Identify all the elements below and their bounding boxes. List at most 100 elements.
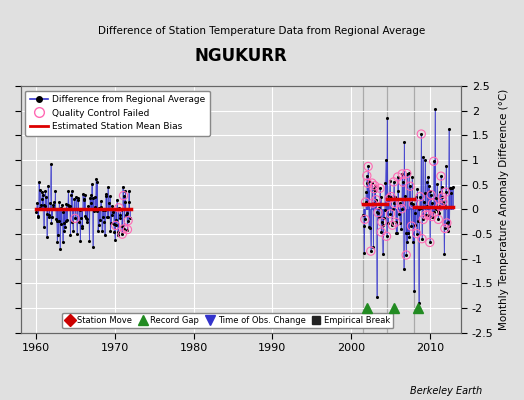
Point — [430, 209, 439, 215]
Point — [409, 201, 418, 207]
Point — [89, 194, 97, 201]
Point — [47, 161, 55, 168]
Point — [417, 131, 425, 137]
Point — [124, 218, 132, 224]
Point — [75, 219, 83, 226]
Point — [377, 229, 386, 235]
Point — [386, 211, 395, 217]
Point — [121, 198, 129, 205]
Point — [417, 205, 425, 211]
Point — [396, 220, 404, 226]
Point — [414, 300, 423, 306]
Point — [416, 194, 424, 200]
Point — [394, 174, 402, 180]
Point — [359, 212, 367, 218]
Point — [423, 203, 431, 209]
Point — [91, 204, 100, 210]
Point — [446, 185, 454, 192]
Point — [79, 191, 87, 198]
Point — [86, 200, 95, 206]
Point — [383, 233, 391, 240]
Point — [397, 206, 406, 212]
Point — [118, 184, 127, 190]
Point — [372, 196, 380, 203]
Point — [366, 224, 374, 231]
Point — [381, 180, 389, 186]
Point — [424, 212, 433, 218]
Point — [418, 236, 426, 242]
Point — [406, 183, 414, 190]
Point — [91, 194, 99, 200]
Point — [74, 194, 82, 201]
Point — [99, 206, 107, 213]
Point — [123, 226, 132, 233]
Point — [393, 230, 401, 236]
Point — [420, 190, 429, 196]
Point — [103, 214, 111, 221]
Point — [99, 214, 107, 220]
Point — [419, 216, 428, 223]
Point — [405, 170, 413, 177]
Point — [446, 190, 455, 196]
Point — [110, 229, 118, 235]
Point — [430, 209, 439, 215]
Point — [402, 170, 411, 177]
Point — [367, 248, 375, 254]
Point — [89, 244, 97, 250]
Point — [52, 218, 61, 224]
Point — [120, 226, 128, 232]
Point — [94, 228, 102, 234]
Point — [70, 196, 79, 202]
Point — [365, 178, 374, 184]
Point — [389, 179, 398, 185]
Point — [123, 226, 132, 233]
Point — [51, 188, 60, 194]
Point — [419, 216, 428, 223]
Point — [440, 202, 448, 208]
Point — [83, 216, 92, 222]
Point — [39, 192, 47, 198]
Point — [373, 294, 381, 300]
Point — [386, 178, 394, 184]
Point — [405, 234, 413, 240]
Point — [444, 228, 452, 234]
Point — [368, 180, 376, 186]
Point — [37, 202, 45, 209]
Point — [52, 216, 60, 222]
Point — [445, 222, 454, 229]
Point — [378, 250, 387, 257]
Point — [125, 188, 133, 194]
Point — [68, 188, 76, 194]
Point — [442, 163, 451, 169]
Point — [88, 181, 96, 187]
Point — [105, 193, 114, 200]
Point — [433, 181, 441, 188]
Point — [409, 239, 417, 246]
Point — [71, 194, 80, 200]
Point — [61, 224, 69, 230]
Point — [399, 179, 407, 185]
Point — [81, 213, 90, 220]
Point — [32, 209, 40, 215]
Point — [376, 185, 384, 192]
Point — [100, 219, 108, 225]
Point — [424, 212, 433, 218]
Point — [379, 222, 387, 229]
Point — [67, 192, 75, 199]
Point — [45, 212, 53, 218]
Point — [399, 179, 407, 185]
Point — [369, 243, 378, 250]
Point — [42, 234, 51, 240]
Point — [422, 212, 430, 218]
Point — [378, 219, 386, 225]
Point — [367, 201, 376, 207]
Point — [106, 228, 115, 234]
Point — [33, 200, 41, 206]
Point — [412, 230, 421, 237]
Point — [425, 183, 433, 189]
Point — [438, 194, 446, 200]
Point — [77, 215, 85, 222]
Point — [120, 226, 128, 232]
Point — [373, 208, 381, 215]
Point — [391, 193, 399, 200]
